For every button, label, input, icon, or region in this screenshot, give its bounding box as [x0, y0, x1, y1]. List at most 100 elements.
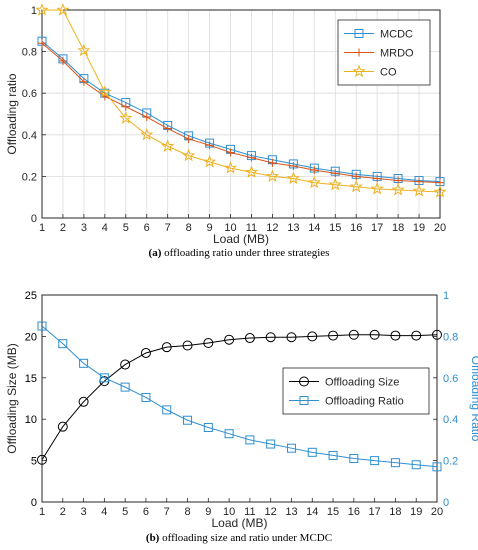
chart-a-x-tick-label: 7 — [165, 222, 171, 234]
chart-b-x-label: Load (MB) — [211, 516, 267, 530]
chart-b-x-tick-label: 1 — [39, 506, 45, 518]
chart-a-x-tick-label: 15 — [329, 222, 341, 234]
chart-a-series-2 — [35, 3, 447, 198]
chart-b-data-point — [307, 331, 318, 342]
chart-b-y-right-tick-label: 1 — [443, 290, 449, 302]
chart-b-x-tick-label: 9 — [205, 506, 211, 518]
chart-a-axes-box — [41, 9, 441, 219]
chart-b-data-point — [162, 405, 172, 415]
chart-a-data-point — [38, 39, 46, 48]
chart-b-x-tick-label: 14 — [306, 506, 318, 518]
chart-b-x-tick-label: 8 — [184, 506, 190, 518]
chart-b-x-tick-label: 3 — [81, 506, 87, 518]
chart-b-data-point — [203, 422, 213, 432]
chart-a-data-point — [119, 111, 133, 124]
chart-b-data-point — [120, 382, 130, 392]
chart-b-y-right-tick-label: 0 — [443, 497, 449, 509]
chart-b-data-point — [411, 330, 422, 341]
chart-b-y-tick-label: 10 — [25, 414, 37, 426]
chart-a-x-tick-label: 6 — [144, 222, 150, 234]
caption-a: (a) offloading ratio under three strateg… — [0, 247, 478, 259]
chart-b-legend-label: Offloading Size — [325, 377, 399, 389]
chart-a-data-point — [226, 148, 235, 157]
chart-b-data-point — [328, 450, 338, 460]
chart-a-x-tick-label: 11 — [246, 222, 257, 234]
chart-a-series-line — [41, 40, 441, 183]
chart-a-x-tick-label: 13 — [287, 222, 299, 234]
chart-b-data-point — [432, 462, 442, 472]
chart-b-data-point — [78, 396, 89, 407]
chart-a-data-point — [328, 177, 342, 191]
chart-b-x-tick-label: 5 — [122, 506, 128, 518]
chart-a-data-point — [247, 153, 256, 162]
chart-b-x-tick-label: 17 — [369, 506, 381, 518]
chart-b-x-tick-label: 15 — [327, 506, 339, 518]
chart-b-x-tick-label: 11 — [244, 506, 255, 518]
chart-b-y-right-tick-label: 0.4 — [443, 414, 458, 426]
chart-b-data-point — [369, 329, 380, 340]
chart-a-data-point — [373, 174, 382, 183]
caption-b: (b) offloading size and ratio under MCDC — [0, 532, 478, 544]
chart-a-data-point — [121, 102, 130, 111]
chart-b-data-point — [432, 329, 442, 340]
chart-a-x-tick-label: 12 — [266, 222, 278, 234]
chart-b-data-point — [182, 340, 193, 351]
chart-a-legend-label: MCDC — [380, 29, 413, 41]
chart-a-x-tick-label: 18 — [392, 222, 404, 234]
chart-b-data-point — [140, 347, 151, 358]
chart-b-y-right-label: Offloading Ratio — [469, 356, 478, 442]
chart-b-x-tick-label: 16 — [348, 506, 360, 518]
chart-b-x-tick-label: 10 — [223, 506, 235, 518]
chart-b-x-tick-label: 7 — [164, 506, 170, 518]
chart-a-data-point — [412, 184, 426, 197]
chart-b-x-tick-label: 4 — [101, 506, 107, 518]
chart-a-data-point — [205, 141, 214, 150]
chart-b-data-point — [161, 342, 172, 353]
chart-a-y-tick-label: 0.4 — [22, 130, 37, 142]
chart-b-y-label: Offloading Size (MB) — [5, 343, 19, 454]
chart-b-x-tick-label: 6 — [143, 506, 149, 518]
chart-b-data-point — [370, 456, 380, 466]
chart-a-y-tick-label: 0.8 — [22, 47, 37, 59]
chart-b-data-point — [57, 421, 68, 432]
chart-b-data-point — [244, 333, 255, 344]
chart-b-legend-label: Offloading Ratio — [325, 396, 404, 408]
chart-a-data-point — [182, 148, 196, 162]
chart-a-x-tick-label: 20 — [434, 222, 446, 234]
chart-b-data-point — [348, 329, 359, 340]
chart-a-data-point — [140, 127, 154, 141]
chart-b-data-point — [58, 339, 68, 349]
caption-b-text: offloading size and ratio under MCDC — [162, 532, 333, 544]
chart-a-data-point — [352, 172, 361, 181]
chart-a-x-tick-label: 4 — [102, 222, 108, 234]
chart-a-legend-label: CO — [380, 67, 397, 79]
chart-a-x-tick-label: 9 — [207, 222, 213, 234]
chart-a-x-tick-label: 10 — [224, 222, 236, 234]
chart-b-data-point — [390, 330, 401, 341]
chart-a-x-tick-label: 16 — [350, 222, 362, 234]
chart-a-x-tick-label: 2 — [60, 222, 66, 234]
chart-b-data-point — [224, 429, 234, 439]
chart-b-legend-box — [282, 367, 430, 415]
chart-b-data-point — [37, 321, 47, 331]
chart-a-x-tick-label: 14 — [308, 222, 320, 234]
chart-b-series-line — [41, 325, 438, 468]
chart-a-x-label: Load (MB) — [213, 232, 269, 246]
chart-a-data-point — [184, 134, 193, 143]
chart-b-data-point — [79, 358, 89, 368]
chart-a-x-tick-label: 8 — [186, 222, 192, 234]
chart-a-data-point — [307, 175, 321, 189]
chart-a-data-point — [331, 169, 340, 178]
chart-b-series-0 — [37, 329, 442, 465]
chart-b-data-point — [37, 454, 47, 465]
chart-a-data-point — [223, 161, 238, 174]
chart-a-x-tick-label: 5 — [123, 222, 129, 234]
chart-a-y-tick-label: 0.6 — [22, 88, 37, 100]
chart-a-data-point — [56, 3, 70, 16]
chart-a-y-tick-label: 0 — [31, 213, 37, 225]
chart-b-x-tick-label: 20 — [431, 506, 443, 518]
chart-b-y-tick-label: 0 — [31, 497, 37, 509]
caption-b-label: (b) — [145, 532, 160, 544]
chart-b-data-point — [224, 334, 235, 345]
